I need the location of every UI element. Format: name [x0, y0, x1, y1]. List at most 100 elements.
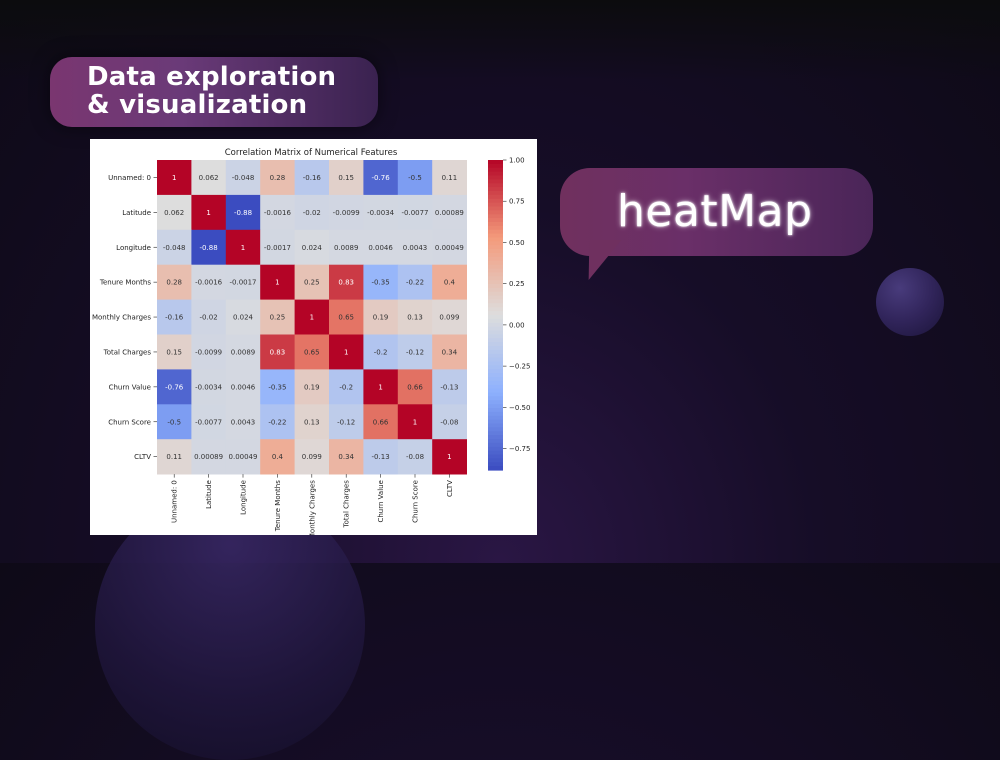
heatmap-cell-value: 0.19: [373, 314, 389, 322]
colorbar-segment: [488, 191, 503, 196]
heatmap-cell-value: 1: [172, 174, 176, 182]
heatmap-cell-value: -0.16: [303, 174, 322, 182]
colorbar-segment: [488, 315, 503, 320]
heatmap-cell: [397, 160, 433, 196]
heatmap-cell-value: 0.25: [270, 314, 286, 322]
colorbar-segment: [488, 373, 503, 378]
heatmap-cells: 1 0.062 -0.048 0.28 -0.16 0.15 -0.76 -0.5 0.11 0.…: [157, 160, 467, 475]
colorbar-segment: [488, 214, 503, 219]
colorbar-segment: [488, 423, 503, 428]
colorbar-segment: [488, 384, 503, 390]
colorbar-segment: [488, 439, 503, 444]
heatmap-cell: [225, 334, 261, 370]
colorbar-segment: [488, 346, 503, 351]
colorbar-segment: [488, 245, 503, 250]
heatmap-cell: [432, 299, 467, 335]
colorbar-segment: [488, 198, 503, 204]
heatmap-cell-value: -0.5: [167, 418, 181, 426]
heatmap-cell: [157, 160, 192, 196]
heatmap-cell-value: 0.28: [166, 279, 182, 287]
colorbar-segment: [488, 408, 503, 413]
heatmap-cell: [191, 160, 227, 196]
section-title-bubble: Data exploration & visualization: [50, 57, 378, 127]
heatmap-cell-value: -0.0017: [229, 279, 256, 287]
decorative-orb-right: [876, 268, 944, 336]
heatmap-col-labels: Unnamed: 0 Latitude Longitude Tenure Months…: [171, 474, 454, 539]
colorbar-segment: [488, 415, 503, 421]
heatmap-cell-value: -0.0099: [195, 348, 222, 356]
heatmap-cell-value: 0.15: [338, 174, 354, 182]
heatmap-cell-value: 1: [310, 314, 314, 322]
colorbar-segment: [488, 202, 503, 208]
heatmap-cell: [397, 369, 433, 405]
heatmap-cell-value: 0.66: [373, 418, 389, 426]
heatmap-cell: [294, 299, 330, 335]
heatmap-cell-value: -0.02: [200, 314, 218, 322]
heatmap-chart-panel: Correlation Matrix of Numerical Features…: [90, 139, 537, 539]
heatmap-cell-value: -0.0077: [195, 418, 222, 426]
colorbar-segment: [488, 427, 503, 432]
heatmap-cell: [225, 299, 261, 335]
colorbar-segment: [488, 318, 503, 324]
row-label: Tenure Months: [99, 279, 151, 287]
heatmap-cell-value: -0.5: [408, 174, 422, 182]
heatmap-cell-value: 0.66: [407, 383, 423, 391]
heatmap-cell-value: -0.76: [372, 174, 391, 182]
heatmap-cell: [397, 404, 433, 440]
heatmap-cell-value: 0.25: [304, 279, 320, 287]
heatmap-cell: [191, 334, 227, 370]
heatmap-cell: [397, 229, 433, 266]
heatmap-cell: [329, 369, 364, 405]
colorbar-segment: [488, 210, 503, 215]
colorbar-segment: [488, 218, 503, 223]
colorbar-segment: [488, 326, 503, 332]
colorbar-segment: [488, 450, 503, 456]
heatmap-cell: [329, 160, 364, 196]
heatmap-cell: [191, 229, 227, 266]
heatmap-cell: [157, 299, 192, 335]
colorbar-tick-label: 0.75: [509, 198, 525, 206]
colorbar-segment: [488, 264, 503, 270]
heatmap-cell: [397, 439, 433, 475]
colorbar-segment: [488, 377, 503, 382]
colorbar-segment: [488, 338, 503, 343]
colorbar-segment: [488, 466, 503, 471]
colorbar-segment: [488, 396, 503, 401]
colorbar-segment: [488, 253, 503, 258]
colorbar-tick-label: −0.75: [509, 445, 530, 453]
heatmap-cell: [260, 264, 295, 300]
heatmap-cell: [432, 194, 467, 231]
heatmap-cell: [397, 194, 433, 231]
heatmap-cell-value: 0.65: [304, 348, 320, 356]
colorbar-segment: [488, 299, 503, 304]
heatmap-cell-value: 0.00049: [435, 244, 464, 252]
heatmap-cell: [157, 229, 192, 266]
colorbar-segment: [488, 388, 503, 394]
heatmap-cell-value: 0.4: [444, 279, 456, 287]
col-label: Unnamed: 0: [171, 480, 179, 523]
heatmap-cell-value: -0.0034: [367, 209, 395, 217]
heatmap-cell-value: 0.0089: [334, 244, 359, 252]
heatmap-cell: [329, 264, 364, 300]
heatmap-cell-value: 0.83: [338, 279, 354, 287]
heatmap-cell: [397, 299, 433, 335]
heatmap-cell-value: -0.0077: [401, 209, 428, 217]
colorbar-segment: [488, 171, 503, 177]
heatmap-cell: [294, 229, 330, 266]
heatmap-cell-value: -0.2: [339, 383, 353, 391]
col-label: Churn Score: [412, 480, 420, 523]
heatmap-cell: [432, 264, 467, 300]
callout-bubble: [560, 168, 873, 256]
heatmap-cell: [157, 334, 192, 370]
heatmap-cell: [225, 229, 261, 266]
section-title-line-2: & visualization: [87, 90, 308, 120]
heatmap-cell-value: 0.4: [272, 453, 284, 461]
heatmap-cell: [294, 439, 330, 475]
colorbar-segment: [488, 311, 503, 316]
heatmap-cell: [157, 369, 192, 405]
heatmap-cell-value: -0.13: [372, 453, 390, 461]
heatmap-cell: [294, 334, 330, 370]
heatmap-cell-value: -0.048: [232, 174, 255, 182]
row-label: Churn Value: [109, 383, 151, 391]
row-label: Longitude: [116, 244, 151, 252]
